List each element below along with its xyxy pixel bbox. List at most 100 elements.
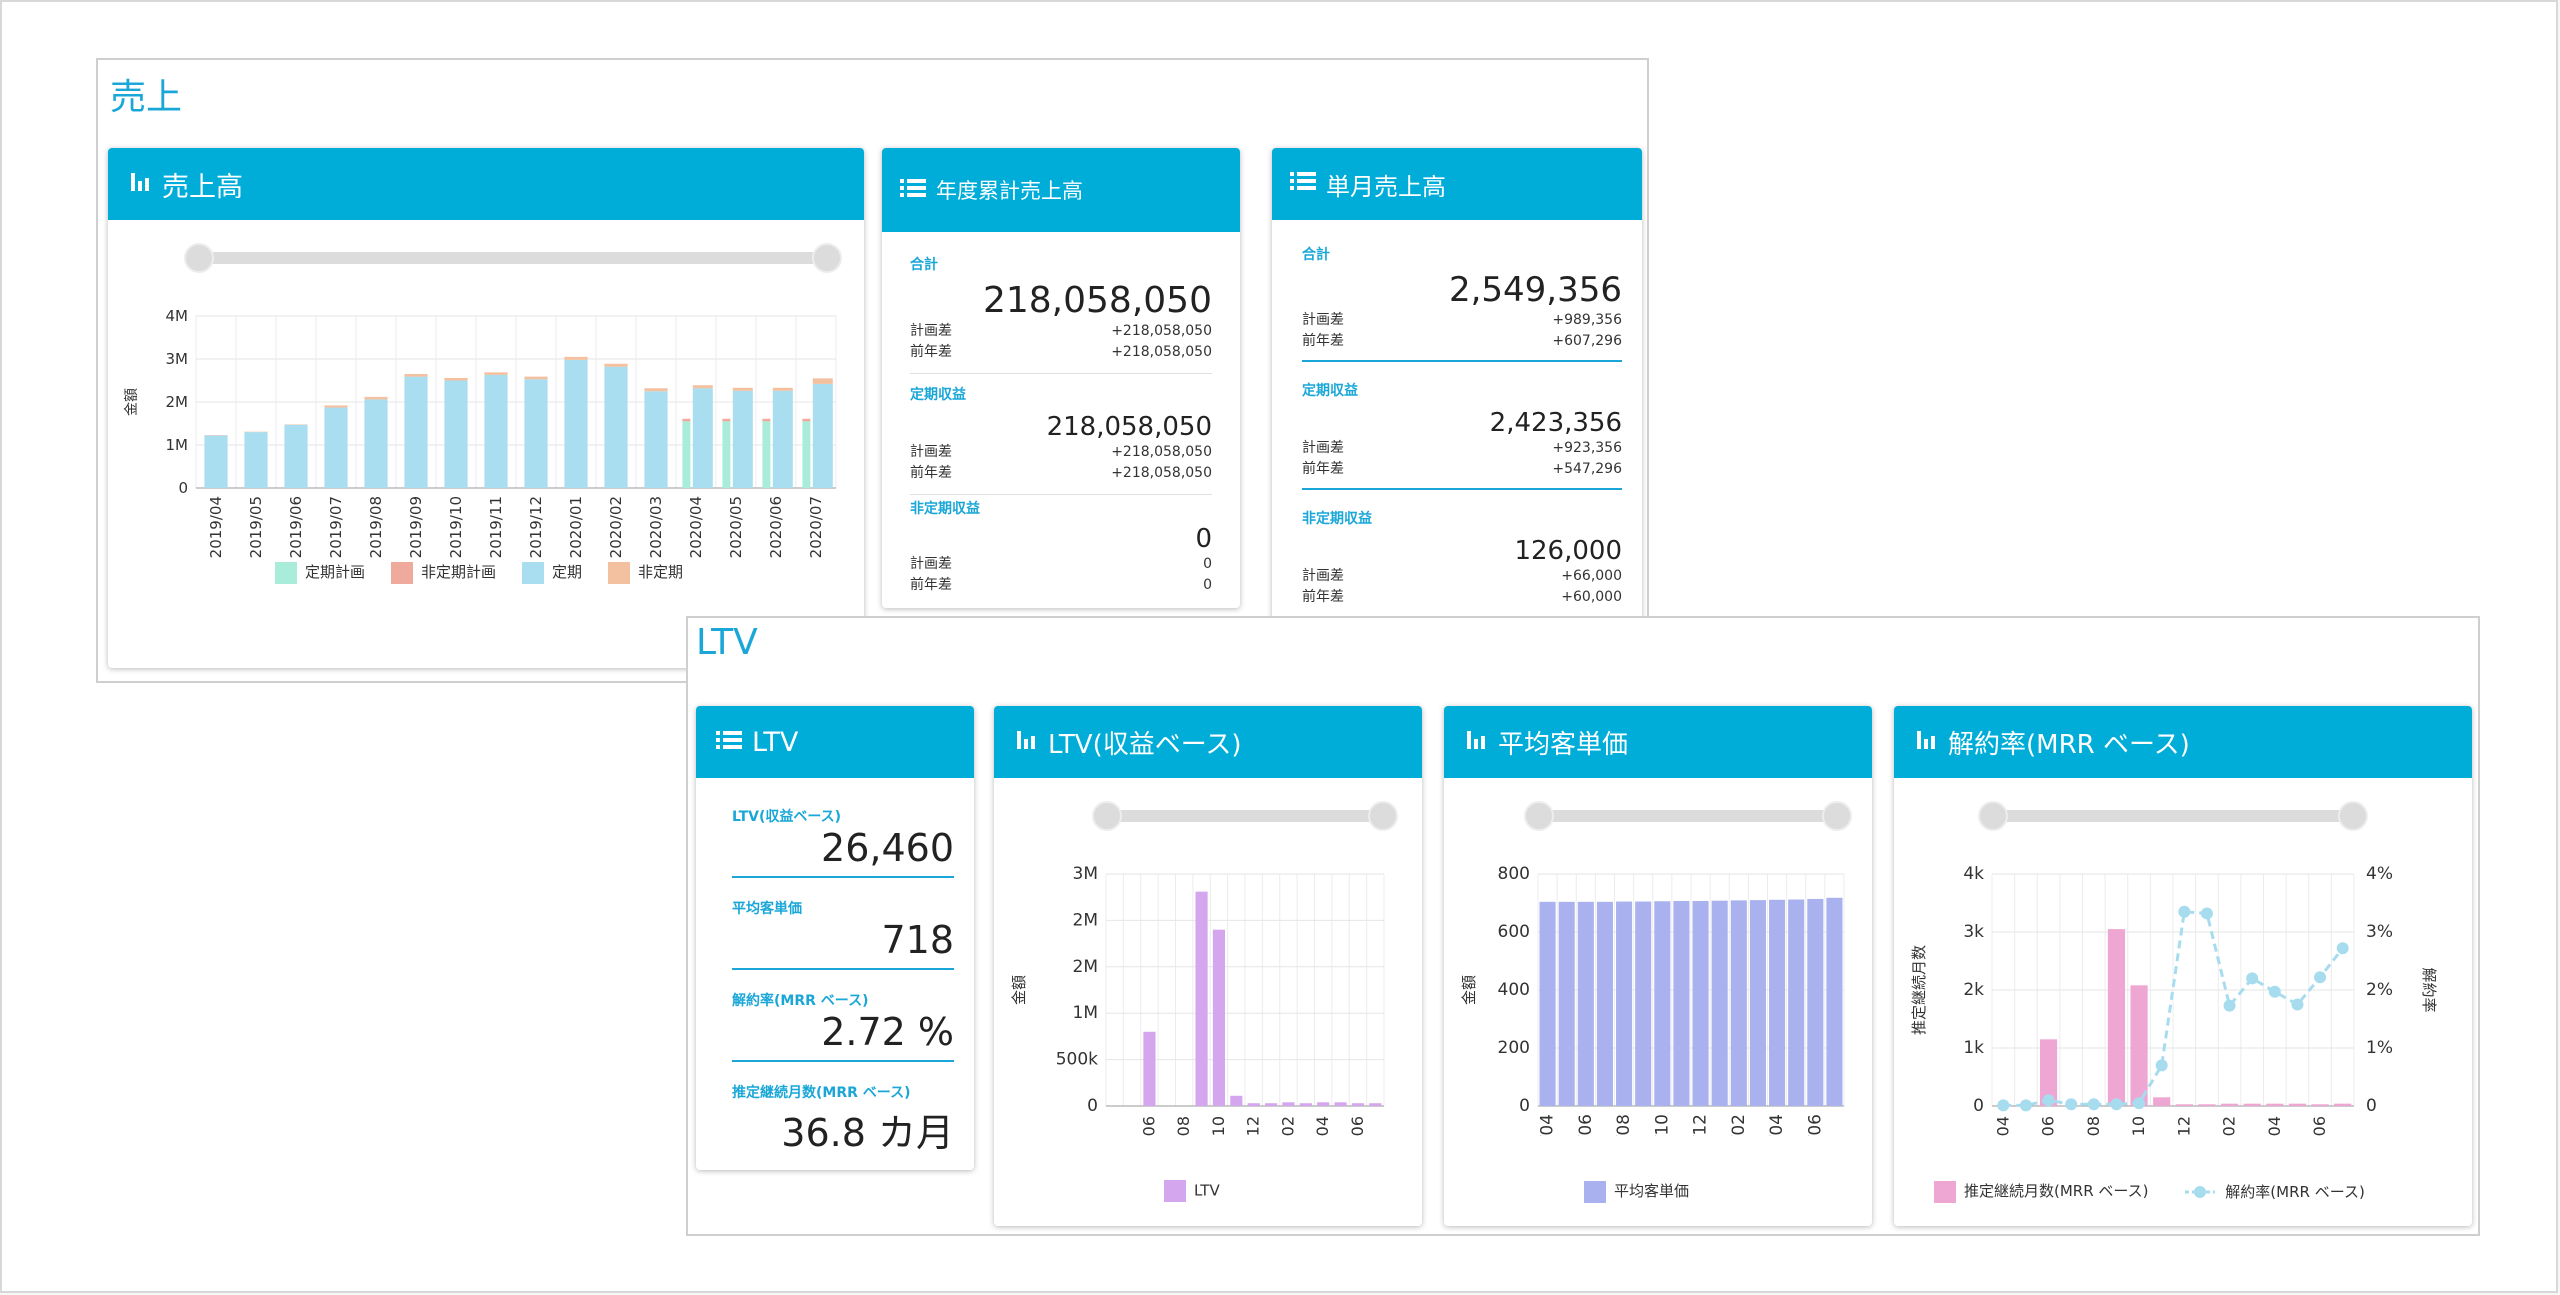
bar-nonrecurring <box>732 387 753 391</box>
ltv-section-title: LTV <box>696 622 758 663</box>
churn-range-start-handle[interactable] <box>1978 801 2008 831</box>
legend-nonrecurring[interactable]: 非定期 <box>608 561 683 584</box>
y-tick-label: 600 <box>1498 922 1530 942</box>
ltv-range-slider[interactable] <box>1092 801 1398 831</box>
monthly-total-plan-row: 計画差 +989,356 <box>1302 312 1622 328</box>
revenue-range-start-handle[interactable] <box>184 243 214 273</box>
divider <box>910 494 1212 495</box>
bar-nonrecurring <box>524 376 548 380</box>
bar-chart-icon <box>1916 727 1938 758</box>
bar-nonrecurring <box>484 372 508 375</box>
ytd-recurring-prev-row: 前年差 +218,058,050 <box>910 465 1212 481</box>
bar-nonrecurring <box>324 405 348 408</box>
y-tick-label: 4M <box>166 307 189 325</box>
monthly-total-label: 合計 <box>1302 247 1330 263</box>
revenue-range-slider[interactable] <box>184 243 842 273</box>
churn-point <box>2314 971 2327 984</box>
revenue-range-end-handle[interactable] <box>812 243 842 273</box>
bar-nonrecurring <box>812 378 833 384</box>
ltv-summary-card: LTV LTV(収益ベース) 26,460 平均客単価 718 解約率(MRR … <box>696 706 974 1170</box>
churn-point <box>2291 998 2304 1011</box>
ytd-card-title: 年度累計売上高 <box>936 179 1083 203</box>
months-value: 36.8 カ月 <box>781 1111 954 1155</box>
legend-months[interactable]: 推定継続月数(MRR ベース) <box>1934 1180 2149 1203</box>
ltv-range-start-handle[interactable] <box>1092 801 1122 831</box>
ltv-value-block: LTV(収益ベース) 26,460 <box>732 806 954 878</box>
unit-price-range-slider[interactable] <box>1524 801 1852 831</box>
legend-plan-nonrecurring[interactable]: 非定期計画 <box>391 561 496 584</box>
monthly-recurring-prev-row: 前年差 +547,296 <box>1302 461 1622 477</box>
sales-window: 売上 売上高 0 1M 2M 3M 4M 2019/04 2019/05 2019/06 201… <box>96 58 1649 683</box>
unit-price-range-end-handle[interactable] <box>1822 801 1852 831</box>
y-tick-label-right: 2% <box>2366 980 2393 1000</box>
ytd-recurring-plan-row: 計画差 +218,058,050 <box>910 444 1212 460</box>
monthly-recurring-value: 2,423,356 <box>1489 408 1622 438</box>
bar-ltv <box>1334 1102 1347 1106</box>
x-tick-label: 2020/01 <box>567 496 585 558</box>
months-block: 推定継続月数(MRR ベース) 36.8 カ月 <box>732 1082 954 1157</box>
bar-chart-icon <box>130 169 152 200</box>
y-axis-label: 金額 <box>124 388 140 416</box>
divider <box>1302 488 1622 490</box>
bar-unit-price <box>1558 901 1575 1106</box>
bar-plan-recurring <box>722 421 731 488</box>
unit-price-legend: 平均客単価 <box>1584 1180 1689 1203</box>
bar-unit-price <box>1616 901 1633 1106</box>
monthly-nonrecurring-block: 非定期収益 126,000 計画差 +66,000 前年差 +60,000 <box>1302 508 1622 608</box>
ytd-card-header: 年度累計売上高 <box>882 148 1240 232</box>
y-tick-label: 200 <box>1498 1038 1530 1058</box>
monthly-sales-card: 単月売上高 合計 2,549,356 計画差 +989,356 前年差 +607,2… <box>1272 148 1642 668</box>
y-tick-label: 400 <box>1498 980 1530 1000</box>
monthly-recurring-label: 定期収益 <box>1302 383 1358 399</box>
churn-point <box>2336 942 2349 955</box>
y-tick-label: 1M <box>166 436 189 454</box>
ltv-window: LTV LTV LTV(収益ベース) 26,460 平均客単価 718 解約率(… <box>686 616 2480 1236</box>
monthly-total-block: 合計 2,549,356 計画差 +989,356 前年差 +607,296 <box>1302 244 1622 362</box>
x-tick-label: 2020/07 <box>807 496 825 558</box>
y-axis-label: 金額 <box>1010 975 1028 1005</box>
sales-section-title: 売上 <box>110 77 183 118</box>
churn-point <box>2268 985 2281 998</box>
x-tick-label: 2020/06 <box>1805 1114 1825 1136</box>
y-tick-label: 800 <box>1498 864 1530 884</box>
bar-nonrecurring <box>604 363 628 367</box>
x-tick-label: 2019/10 <box>1209 1116 1228 1136</box>
churn-range-end-handle[interactable] <box>2338 801 2368 831</box>
churn-point <box>2110 1098 2123 1111</box>
legend-recurring[interactable]: 定期 <box>522 561 582 584</box>
bar-ltv <box>1195 891 1208 1106</box>
bar-plan-nonrecurring <box>682 418 691 422</box>
bar-recurring <box>604 366 628 488</box>
y-tick-label: 1M <box>1073 1003 1098 1023</box>
months-label: 推定継続月数(MRR ベース) <box>732 1085 911 1101</box>
y-tick-label: 3M <box>1073 864 1098 884</box>
bar-recurring <box>404 376 428 488</box>
unit-price-chart-title: 平均客単価 <box>1498 729 1629 760</box>
bar-recurring <box>364 399 388 488</box>
list-icon <box>900 177 926 204</box>
ytd-total-value: 218,058,050 <box>982 280 1212 321</box>
y-tick-label-left: 3k <box>1963 922 1984 942</box>
y-tick-label-left: 1k <box>1963 1038 1984 1058</box>
ytd-nonrecurring-block: 非定期収益 0 計画差 0 前年差 0 <box>910 498 1212 596</box>
x-tick-label: 2019/04 <box>1538 1114 1558 1136</box>
legend-churn-rate[interactable]: 解約率(MRR ベース) <box>2184 1181 2365 1202</box>
ytd-nonrecurring-prev-row: 前年差 0 <box>910 577 1212 593</box>
y-tick-label-right: 0 <box>2366 1096 2377 1116</box>
legend-unit-price[interactable]: 平均客単価 <box>1584 1180 1689 1203</box>
bar-unit-price <box>1769 899 1786 1106</box>
monthly-recurring-block: 定期収益 2,423,356 計画差 +923,356 前年差 +547,296 <box>1302 380 1622 490</box>
legend-plan-recurring[interactable]: 定期計画 <box>275 561 365 584</box>
ytd-sales-card: 年度累計売上高 合計 218,058,050 計画差 +218,058,050 前… <box>882 148 1240 608</box>
legend-ltv[interactable]: LTV <box>1164 1180 1220 1202</box>
unit-price-range-start-handle[interactable] <box>1524 801 1554 831</box>
ltv-range-end-handle[interactable] <box>1368 801 1398 831</box>
x-tick-label: 2019/12 <box>1244 1116 1263 1136</box>
x-tick-label: 2020/06 <box>1348 1116 1367 1136</box>
legend-swatch <box>1934 1180 1956 1203</box>
legend-swatch <box>1584 1180 1606 1203</box>
monthly-nonrecurring-label: 非定期収益 <box>1302 511 1372 527</box>
x-tick-label: 2020/02 <box>1278 1116 1297 1136</box>
churn-range-slider[interactable] <box>1978 801 2368 831</box>
bar-unit-price <box>1807 898 1824 1106</box>
